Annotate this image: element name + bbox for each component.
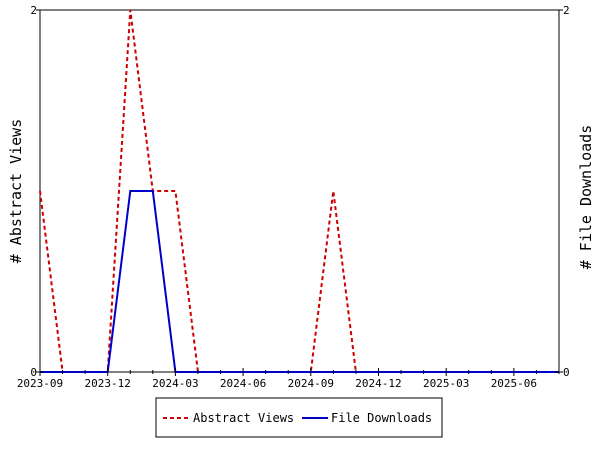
x-tick-label: 2025-03 (423, 377, 469, 390)
y-left-tick-label: 2 (30, 4, 37, 17)
legend-label-abstract-views: Abstract Views (193, 411, 294, 425)
plot-frame (39, 9, 560, 373)
y-right-axis-title: # File Downloads (577, 125, 595, 270)
labels-layer: 2023-09 2023-12 2024-03 2024-06 2024-09 2024-… (17, 4, 570, 390)
x-tick-label: 2025-06 (491, 377, 537, 390)
x-tick-label: 2024-03 (152, 377, 198, 390)
legend: Abstract Views File Downloads (155, 397, 443, 438)
y-right-tick-label: 0 (563, 366, 570, 379)
ticks-layer (36, 9, 563, 376)
series-line-0 (39, 9, 559, 373)
y-left-tick-label: 0 (30, 366, 37, 379)
x-tick-label: 2023-12 (85, 377, 131, 390)
x-tick-label: 2024-09 (288, 377, 334, 390)
legend-label-file-downloads: File Downloads (331, 411, 432, 425)
series-layer (39, 9, 560, 373)
x-tick-label: 2023-09 (17, 377, 63, 390)
y-right-tick-label: 2 (563, 4, 570, 17)
plot-area-border (39, 9, 560, 373)
x-tick-label: 2024-06 (220, 377, 266, 390)
x-tick-label: 2024-12 (355, 377, 401, 390)
series-line-1 (40, 190, 559, 373)
y-left-axis-title: # Abstract Views (7, 119, 25, 264)
legend-box (155, 397, 443, 438)
